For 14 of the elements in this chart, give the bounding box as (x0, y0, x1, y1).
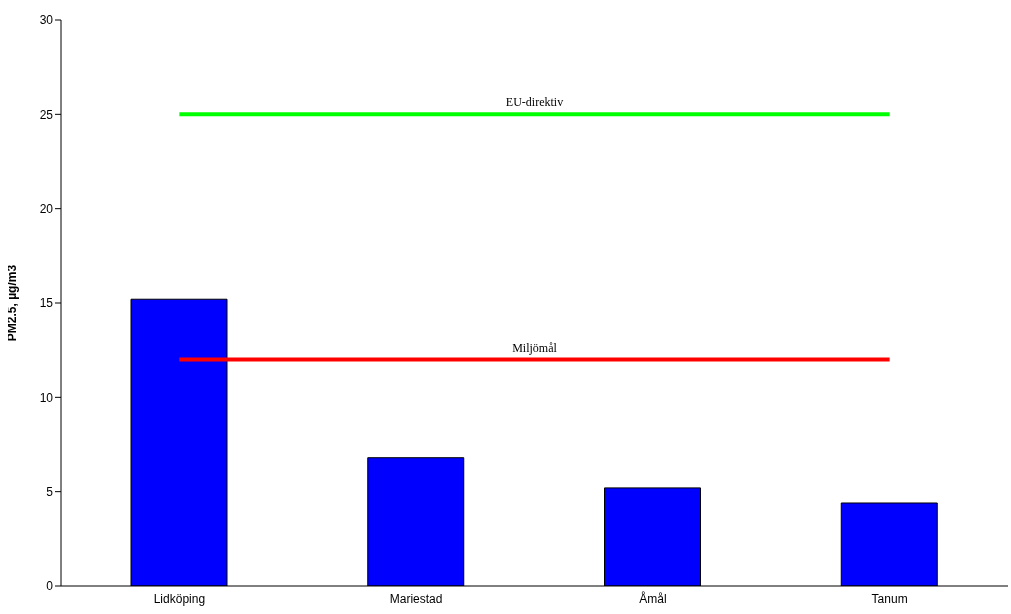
y-tick-label: 30 (39, 13, 54, 28)
y-tick-label: 25 (39, 107, 54, 122)
ref-line-label: Miljömål (512, 340, 558, 355)
ref-line-label: EU-direktiv (505, 95, 564, 110)
y-axis-title: PM2.5, µg/m3 (5, 264, 20, 342)
y-tick-label: 10 (39, 390, 54, 405)
y-tick-label: 0 (46, 579, 54, 594)
x-tick-label: Åmål (639, 590, 667, 606)
y-tick-label: 20 (39, 201, 54, 216)
y-tick-label: 5 (46, 484, 54, 499)
x-tick-label: Mariestad (389, 591, 443, 606)
x-tick-label: Lidköping (153, 591, 206, 606)
y-tick-label: 15 (39, 296, 54, 311)
x-tick-label: Tanum (871, 591, 908, 606)
